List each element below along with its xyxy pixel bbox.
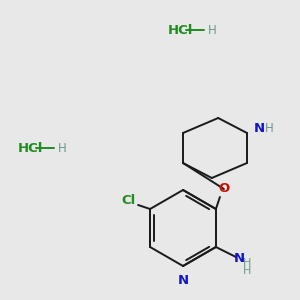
Text: Cl: Cl (121, 194, 135, 208)
Text: N: N (177, 274, 189, 286)
Text: H: H (58, 142, 67, 154)
Text: O: O (218, 182, 230, 196)
Text: H: H (243, 258, 251, 268)
Text: H: H (265, 122, 273, 136)
Text: H: H (243, 266, 251, 276)
Text: N: N (254, 122, 265, 136)
Text: HCl: HCl (168, 23, 194, 37)
Text: H: H (208, 23, 217, 37)
Text: N: N (233, 253, 244, 266)
Text: HCl: HCl (18, 142, 44, 154)
